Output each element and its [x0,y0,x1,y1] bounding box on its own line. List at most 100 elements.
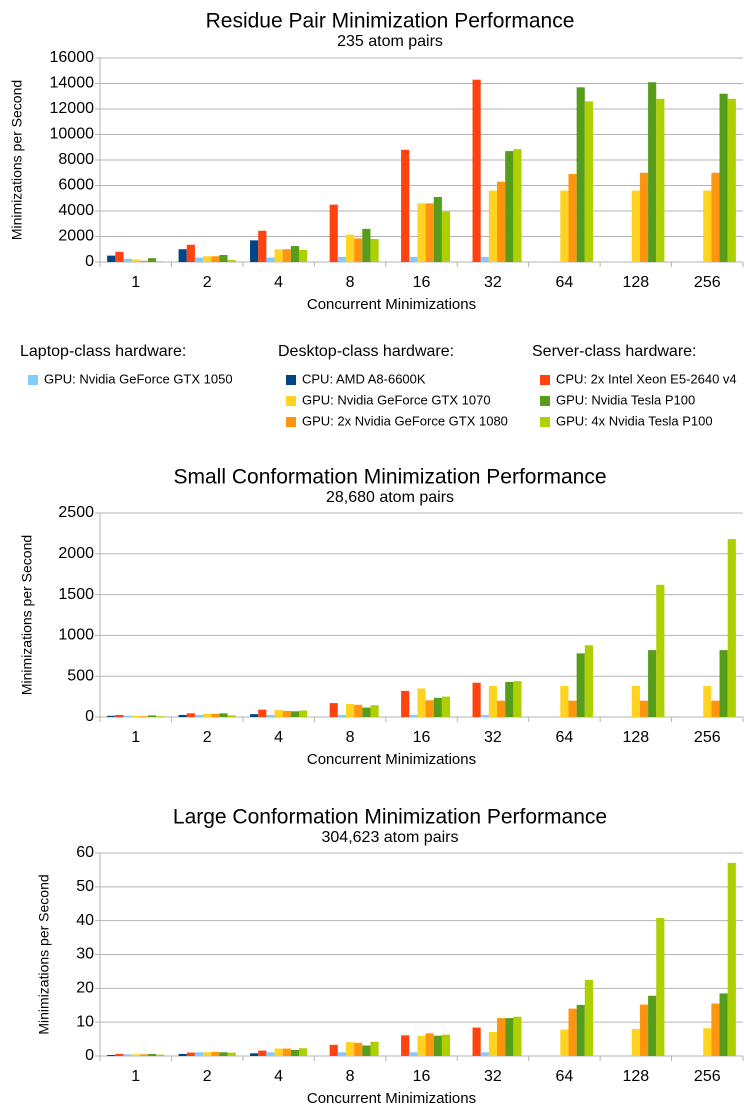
bar [258,1050,267,1056]
bar [290,246,300,262]
legend-swatch [540,396,550,406]
bar [409,714,418,717]
bar [513,681,522,717]
x-tick-label: 8 [346,274,355,291]
bar [258,230,267,262]
bar [123,715,132,717]
x-tick-label: 16 [413,274,431,291]
bar [505,681,514,717]
legend-label: GPU: 4x Nvidia Tesla P100 [556,413,713,428]
bar [719,650,728,717]
bar [178,1053,187,1056]
y-axis-label: Minimizations per Second [36,874,52,1034]
bar [123,258,132,262]
bar [513,1016,522,1056]
bar [433,1035,442,1056]
y-tick-label: 500 [67,667,94,684]
bar [433,196,442,262]
y-tick-label: 1500 [58,586,94,603]
x-tick-label: 4 [274,729,283,746]
bar [417,203,426,262]
y-tick-label: 20 [76,980,94,997]
bar [560,685,569,717]
y-tick-label: 16000 [50,49,95,66]
bar [115,714,124,717]
bar [441,696,451,717]
bar [266,714,275,717]
x-tick-label: 8 [346,729,355,746]
bar [631,685,640,717]
bar [639,700,649,717]
bar [417,688,426,717]
bar [631,190,640,262]
x-axis-label: Concurrent Minimizations [307,751,476,768]
bar [139,1054,148,1056]
bar [568,700,577,717]
bar [417,1035,426,1056]
bar [488,1031,498,1056]
bar [211,713,220,717]
bar [337,1052,346,1056]
bar [203,713,212,717]
bar [299,1048,308,1056]
bar [266,257,275,262]
bar [131,715,140,717]
bar [282,249,291,262]
bar [274,1048,283,1056]
bar [178,249,187,262]
bar [576,1004,585,1056]
bar [329,204,338,262]
chart-title: Residue Pair Minimization Performance [206,10,575,33]
x-tick-label: 64 [555,1068,573,1085]
bar [227,715,236,717]
x-tick-label: 256 [694,729,721,746]
y-axis-label: Minimizations per Second [9,80,25,240]
x-tick-label: 2 [203,729,212,746]
legend-label: CPU: AMD A8-6600K [302,371,426,386]
x-tick-label: 16 [413,729,431,746]
bar [497,181,506,262]
bar [274,249,283,262]
y-tick-label: 14000 [50,75,95,92]
bar [719,993,728,1056]
bar [354,704,363,717]
bar [362,707,371,717]
bar [584,645,593,717]
x-tick-label: 128 [622,274,649,291]
bar [156,1054,165,1056]
bar [480,1052,489,1056]
bar [362,228,371,262]
bar [250,240,259,262]
bar [433,697,442,717]
bar [584,979,593,1056]
bar [409,1052,418,1056]
bar [560,190,569,262]
bar [719,93,728,262]
bar [147,1053,157,1056]
bar [290,711,300,717]
x-tick-label: 2 [203,1068,212,1085]
x-axis-label: Concurrent Minimizations [307,1090,476,1106]
legend-swatch [28,375,38,385]
bar [441,211,451,262]
bar [472,682,481,717]
x-tick-label: 64 [555,274,573,291]
y-tick-label: 10 [76,1013,94,1030]
legend-swatch [286,396,296,406]
bar [131,259,140,262]
bar [219,713,228,717]
bar [250,714,259,717]
bar [362,1045,371,1056]
x-tick-label: 1 [131,729,140,746]
bar [329,703,338,717]
bar [219,254,228,262]
bar [711,700,720,717]
bar [576,87,585,262]
x-tick-label: 32 [484,1068,502,1085]
bar [648,82,657,262]
x-tick-label: 8 [346,1068,355,1085]
legend-label: GPU: Nvidia GeForce GTX 1070 [302,392,491,407]
x-tick-label: 1 [131,1068,140,1085]
legend-label: GPU: Nvidia Tesla P100 [556,392,695,407]
